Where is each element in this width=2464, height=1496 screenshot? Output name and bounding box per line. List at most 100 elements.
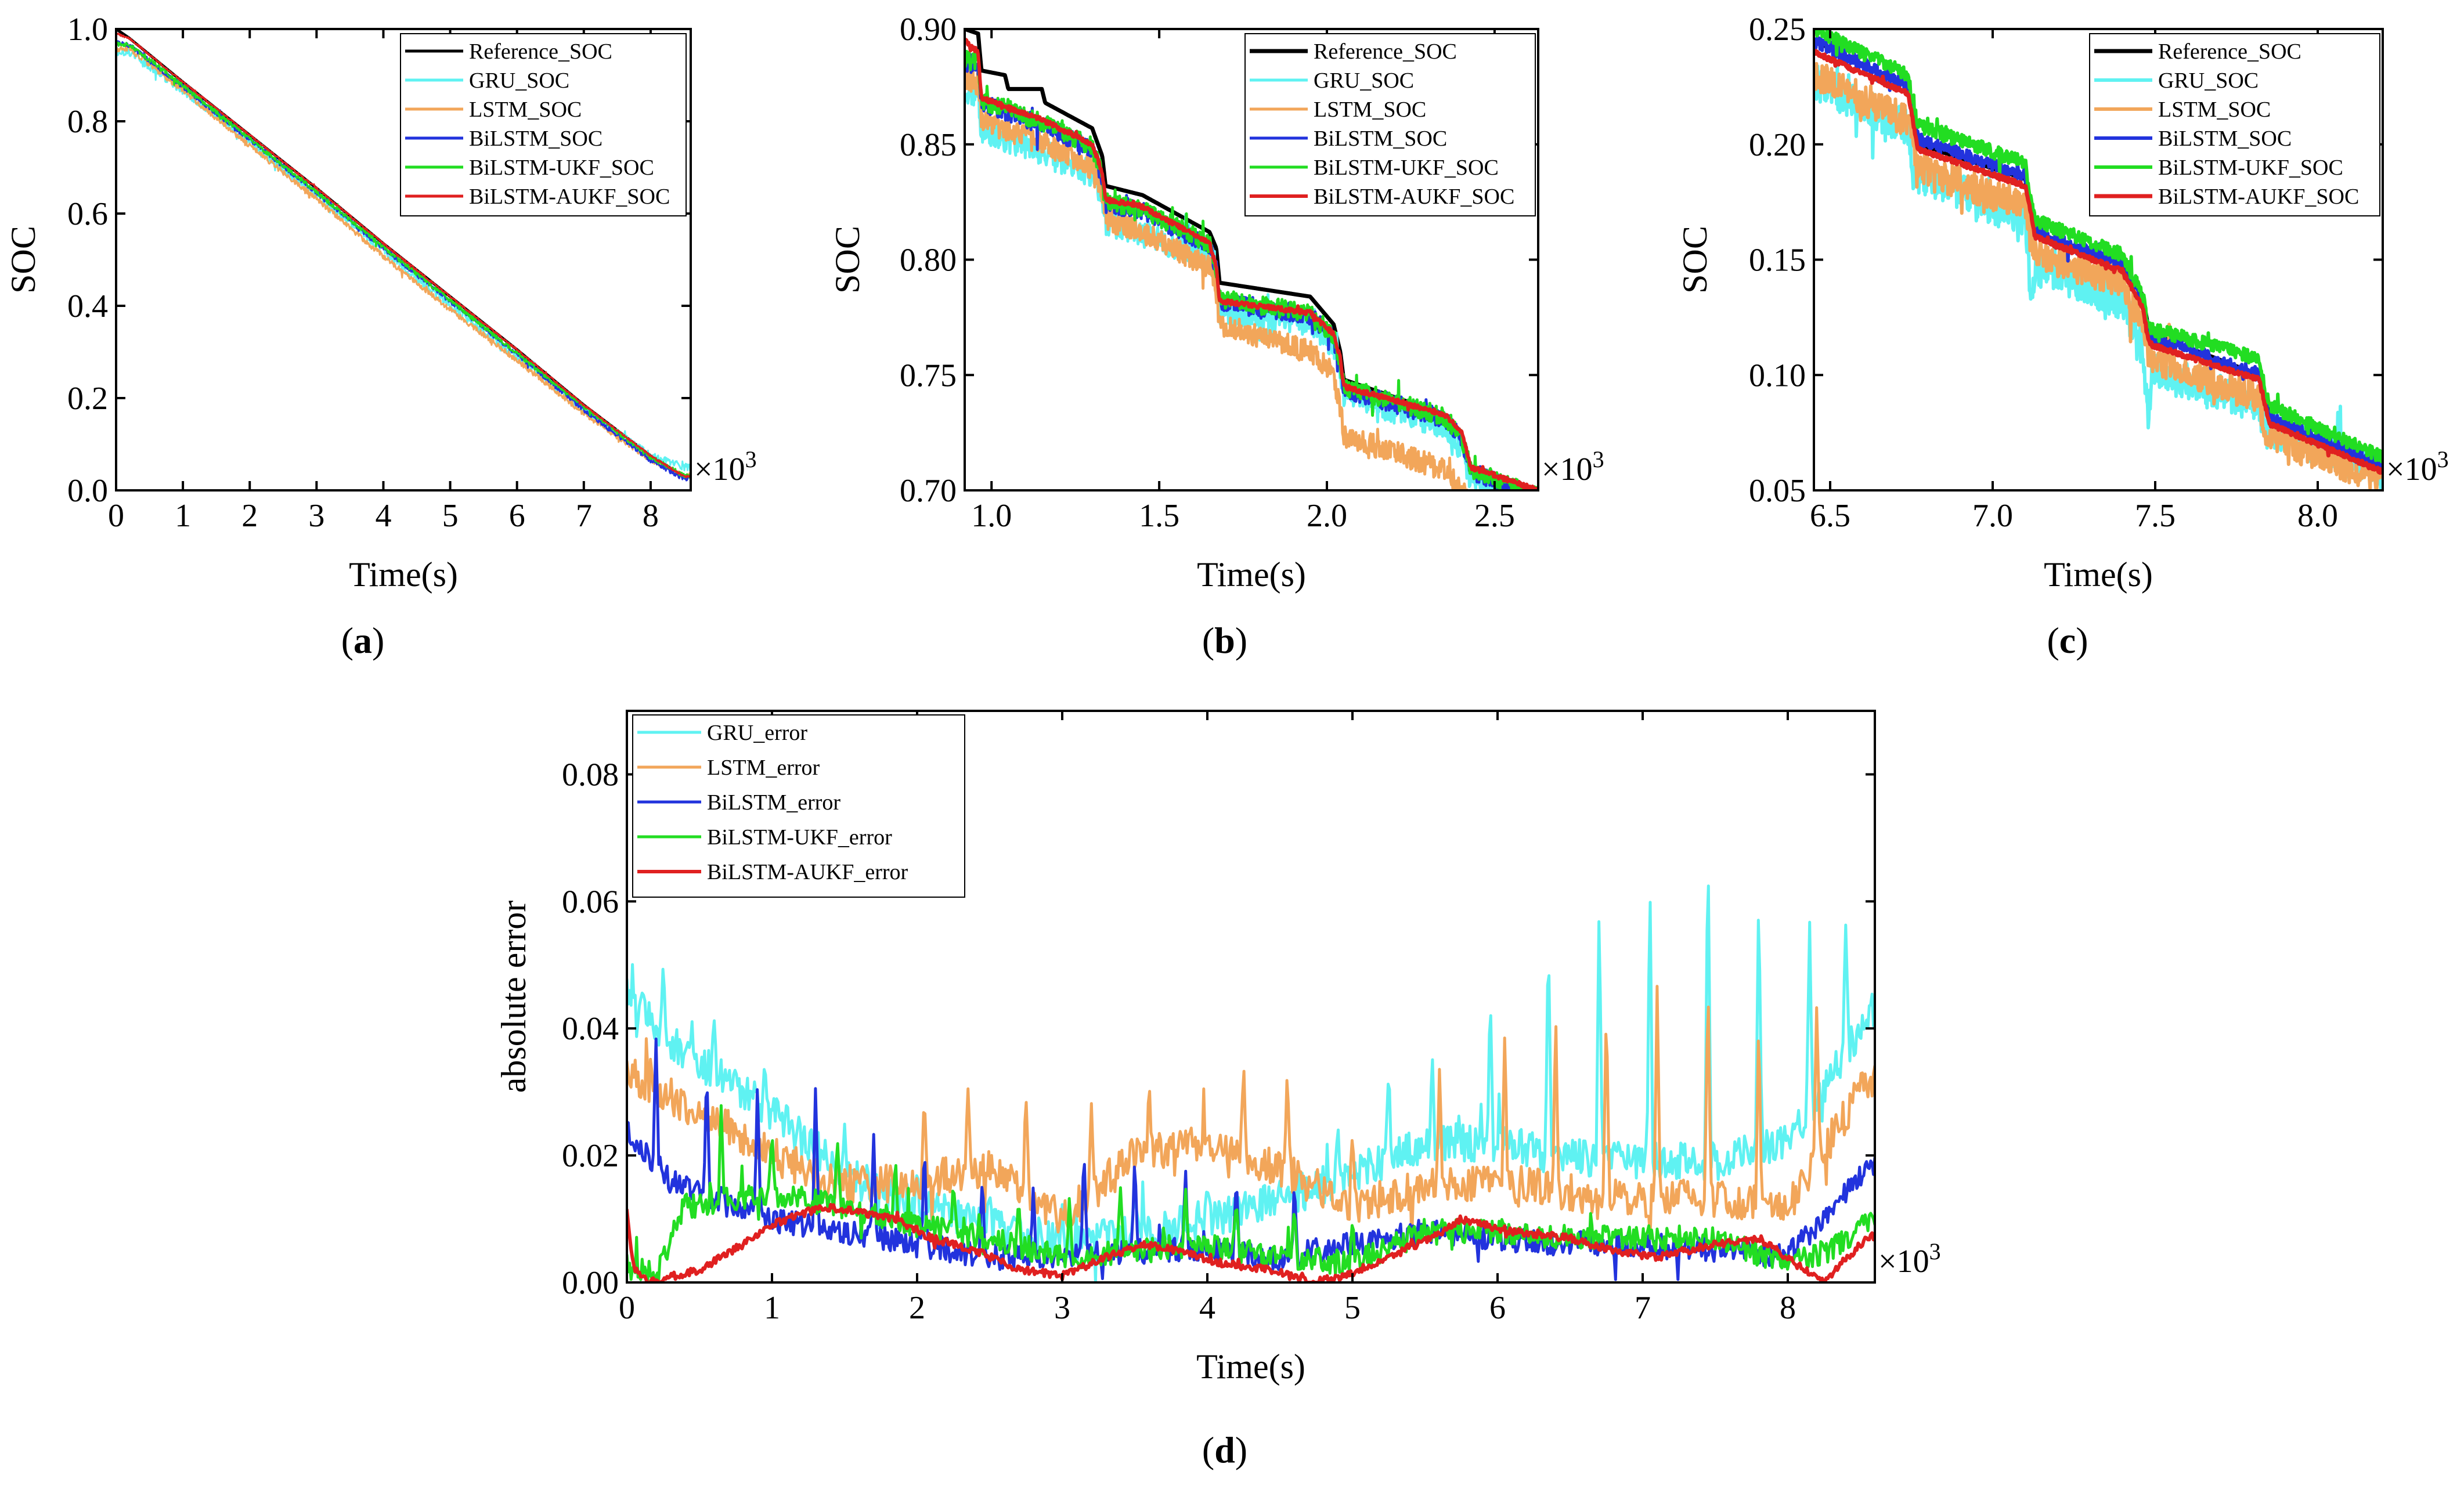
legend-entry-label: BiLSTM-AUKF_SOC	[1314, 185, 1514, 209]
legend-entry-label: BiLSTM-UKF_SOC	[2158, 156, 2343, 180]
series-group	[1814, 29, 2383, 490]
x-tick-label: 5	[1344, 1290, 1361, 1326]
panel-d-chart: 0 1 2 3 4 5 6 7 8 0.00 0.02 0.04 0.06 0.08 ×103 Time(s)…	[495, 710, 1941, 1470]
x-axis-title: Time(s)	[349, 555, 458, 594]
x-tick-label: 8	[643, 498, 659, 534]
panel-label: (c)	[2047, 620, 2088, 661]
legend: Reference_SOC GRU_SOC LSTM_SOC BiLSTM_SOC Bi…	[2089, 33, 2380, 216]
y-tick-label: 0.08	[562, 757, 619, 793]
x-tick-label: 1	[175, 498, 191, 534]
y-tick-label: 0.75	[900, 357, 957, 393]
legend-entry-label: LSTM_SOC	[2158, 97, 2271, 122]
y-tick-label: 0.70	[900, 473, 957, 509]
y-tick-label: 0.04	[562, 1011, 619, 1047]
y-tick-label: 0.6	[67, 196, 108, 232]
x-tick-label: 1.0	[971, 498, 1012, 534]
series-group	[116, 29, 691, 482]
y-tick-label: 0.20	[1749, 127, 1806, 163]
legend-frame	[1244, 33, 1536, 216]
plot-frame	[115, 28, 692, 492]
x-tick-label: 1	[764, 1290, 780, 1326]
y-axis-title: absolute error	[495, 901, 533, 1093]
x-tick-label: 6.5	[1810, 498, 1850, 534]
y-tick-label: 0.85	[900, 127, 957, 163]
x-tick-label: 2.5	[1474, 498, 1515, 534]
panel-a-chart: 0 1 2 3 4 5 6 7 8 0.0 0.2 0.4 0.6 0.8 1.0 ×103 Time(s) SO…	[4, 12, 757, 661]
series-line-bilstm-ukf-soc	[1814, 29, 2383, 464]
x-tick-label: 0	[108, 498, 124, 534]
x-axis-multiplier: ×103	[2386, 446, 2449, 487]
x-tick-label: 5	[442, 498, 459, 534]
y-tick-label: 0.0	[67, 473, 108, 509]
x-tick-label: 0	[619, 1290, 635, 1326]
y-tick-label: 0.90	[900, 12, 957, 48]
legend-frame	[2089, 33, 2380, 216]
y-tick-label: 0.02	[562, 1138, 619, 1174]
y-tick-label: 0.80	[900, 243, 957, 279]
x-tick-label: 6	[1489, 1290, 1506, 1326]
x-tick-label: 3	[1054, 1290, 1070, 1326]
legend-entry-label: GRU_error	[707, 721, 807, 745]
x-tick-label: 4	[375, 498, 391, 534]
legend-entry-label: BiLSTM-AUKF_SOC	[469, 185, 670, 209]
series-line-bilstm-aukf-soc	[116, 32, 691, 479]
y-axis-title: SOC	[4, 226, 42, 294]
legend-entry-label: BiLSTM_SOC	[1314, 127, 1447, 151]
x-tick-label: 6	[509, 498, 525, 534]
series-group	[627, 884, 1875, 1282]
x-tick-label: 2	[909, 1290, 925, 1326]
legend-entry-label: BiLSTM-AUKF_SOC	[2158, 185, 2359, 209]
panel-b-chart: 1.0 1.5 2.0 2.5 0.70 0.75 0.80 0.85 0.90 ×103 Time…	[828, 12, 1604, 661]
x-tick-label: 8	[1780, 1290, 1796, 1326]
series-line-bilstm-aukf-error	[627, 1202, 1875, 1282]
y-tick-label: 0.05	[1749, 473, 1806, 509]
series-line-bilstm-aukf-soc	[965, 38, 1538, 490]
y-axis-title: SOC	[828, 226, 867, 294]
x-tick-label: 7	[576, 498, 592, 534]
y-tick-label: 1.0	[67, 12, 108, 48]
panel-label: (a)	[341, 620, 385, 661]
y-tick-label: 0.10	[1749, 357, 1806, 393]
legend-entry-label: BiLSTM-AUKF_error	[707, 860, 908, 884]
legend-entry-label: GRU_SOC	[2158, 68, 2259, 93]
x-tick-label: 4	[1199, 1290, 1215, 1326]
panel-label: (b)	[1202, 620, 1247, 661]
x-axis-multiplier: ×103	[694, 446, 757, 487]
legend-entry-label: BiLSTM_error	[707, 790, 840, 815]
x-axis-multiplier: ×103	[1542, 446, 1604, 487]
legend-entry-label: LSTM_error	[707, 756, 820, 780]
series-line-lstm-soc	[965, 66, 1517, 490]
legend-entry-label: Reference_SOC	[469, 39, 612, 64]
y-tick-label: 0.15	[1749, 243, 1806, 279]
legend-entry-label: Reference_SOC	[1314, 39, 1457, 64]
x-tick-label: 7	[1635, 1290, 1651, 1326]
legend: Reference_SOC GRU_SOC LSTM_SOC BiLSTM_SOC Bi…	[400, 33, 687, 216]
legend-entry-label: BiLSTM_SOC	[2158, 127, 2292, 151]
legend-entry-label: Reference_SOC	[2158, 39, 2301, 64]
legend-entry-label: GRU_SOC	[469, 68, 569, 93]
x-axis-multiplier: ×103	[1878, 1238, 1941, 1280]
y-tick-label: 0.2	[67, 381, 108, 417]
y-tick-label: 0.4	[67, 288, 108, 324]
panel-label: (d)	[1202, 1429, 1247, 1470]
legend-entry-label: BiLSTM-UKF_error	[707, 825, 892, 850]
x-tick-label: 8.0	[2297, 498, 2338, 534]
y-tick-label: 0.00	[562, 1265, 619, 1301]
legend-frame	[400, 33, 687, 216]
x-tick-label: 7.0	[1972, 498, 2013, 534]
legend-entry-label: LSTM_SOC	[1314, 97, 1426, 122]
legend-entry-label: LSTM_SOC	[469, 97, 582, 122]
plot-frame	[626, 710, 1876, 1284]
y-axis-title: SOC	[1676, 226, 1714, 294]
x-tick-label: 3	[308, 498, 324, 534]
y-tick-label: 0.25	[1749, 12, 1806, 48]
legend-entry-label: GRU_SOC	[1314, 68, 1414, 93]
x-tick-label: 2	[241, 498, 258, 534]
x-tick-label: 2.0	[1307, 498, 1347, 534]
legend-frame	[632, 714, 965, 898]
y-tick-label: 0.06	[562, 884, 619, 920]
legend: GRU_error LSTM_error BiLSTM_error BiLSTM-UK…	[632, 714, 965, 898]
legend: Reference_SOC GRU_SOC LSTM_SOC BiLSTM_SOC Bi…	[1244, 33, 1536, 216]
x-tick-label: 1.5	[1139, 498, 1179, 534]
